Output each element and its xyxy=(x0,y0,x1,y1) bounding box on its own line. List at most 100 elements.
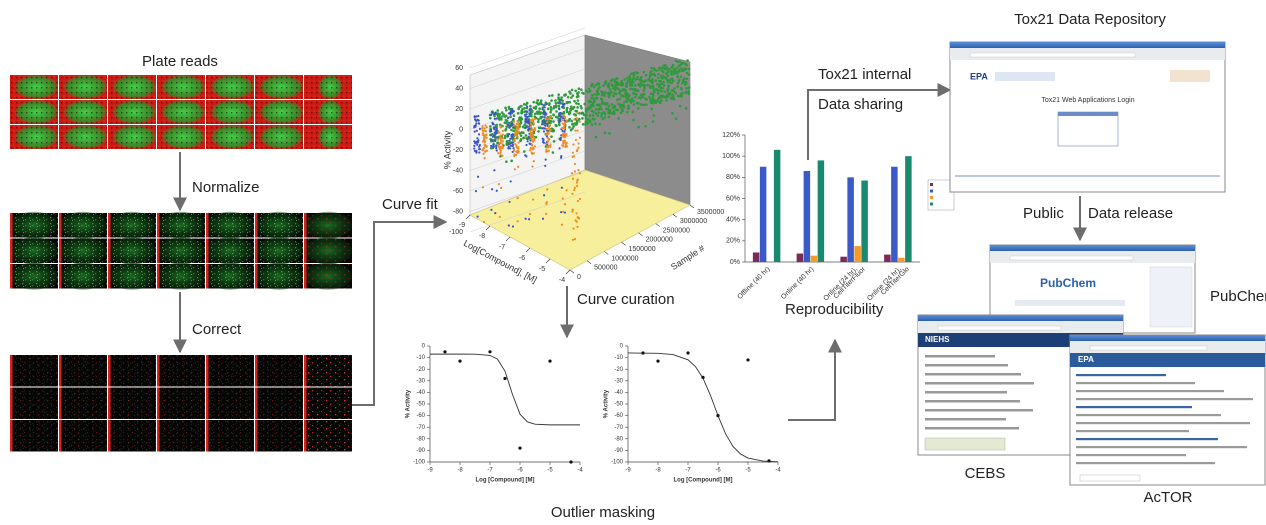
cloud-dot xyxy=(473,149,477,153)
cloud-dot xyxy=(534,105,538,108)
tick-mark xyxy=(565,269,571,275)
plate-texture xyxy=(10,238,58,263)
z-tick-label: 1000000 xyxy=(611,255,638,262)
text-line xyxy=(925,400,1020,403)
cloud-dot xyxy=(528,120,531,123)
cloud-dot xyxy=(558,101,561,104)
cloud-dot xyxy=(667,79,670,83)
cloud-dot xyxy=(652,67,656,70)
bar xyxy=(759,166,767,262)
cloud-dot xyxy=(557,93,560,96)
cloud-dot xyxy=(482,132,485,136)
plate-edge xyxy=(59,420,62,452)
cloud-dot xyxy=(654,99,657,103)
y-tick-label: -80 xyxy=(453,208,463,215)
cloud-dot xyxy=(565,119,568,122)
plate-texture xyxy=(108,264,156,289)
cloud-dot xyxy=(505,125,508,129)
reproducibility-chart: 0% 20% 40% 60% 80% 100% 120% Offline (40 hr) Onl… xyxy=(722,132,955,302)
cloud-dot xyxy=(555,110,558,113)
cloud-dot xyxy=(565,189,568,192)
plate-texture xyxy=(157,387,205,419)
cloud-dot xyxy=(541,217,545,220)
cloud-dot xyxy=(482,220,486,224)
cloud-dot xyxy=(568,90,571,93)
plate-edge xyxy=(59,355,62,387)
bar xyxy=(861,180,868,262)
cloud-dot xyxy=(563,116,567,119)
cloud-dot xyxy=(536,99,540,102)
cloud-dot xyxy=(516,120,519,123)
cloud-dot xyxy=(483,134,486,137)
cloud-dot xyxy=(627,106,631,110)
plate-edge xyxy=(157,387,160,419)
cloud-dot xyxy=(516,197,519,200)
y-tick-label: 60% xyxy=(726,195,740,202)
cloud-dot xyxy=(545,102,549,105)
plate-texture xyxy=(10,264,58,289)
cloud-dot xyxy=(576,112,579,115)
cloud-dot xyxy=(532,106,536,110)
data-point xyxy=(686,351,690,355)
cloud-dot xyxy=(666,74,670,77)
cloud-dot xyxy=(676,85,680,88)
cloud-dot xyxy=(500,111,504,114)
cloud-dot xyxy=(571,123,574,126)
cloud-dot xyxy=(512,110,515,113)
cloud-dot xyxy=(679,67,683,70)
cloud-dot xyxy=(483,127,486,130)
cloud-dot xyxy=(648,95,651,99)
plate-edge xyxy=(157,238,160,263)
cloud-dot xyxy=(505,160,508,164)
cloud-dot xyxy=(543,106,546,109)
cloud-dot xyxy=(596,81,600,85)
cloud-dot xyxy=(552,113,555,116)
cloud-dot xyxy=(501,147,504,150)
cloud-dot xyxy=(573,118,576,121)
cloud-dot xyxy=(629,101,633,104)
cloud-dot xyxy=(674,117,678,120)
plate-edge xyxy=(157,264,160,289)
cloud-dot xyxy=(517,141,520,144)
cloud-dot xyxy=(629,87,632,91)
data-point xyxy=(488,350,492,354)
cloud-dot xyxy=(562,126,565,129)
x-tick-label: -6 xyxy=(517,468,523,474)
cloud-dot xyxy=(577,87,581,90)
cloud-dot xyxy=(476,137,479,140)
plate-edge xyxy=(304,238,307,263)
side-panel xyxy=(1149,266,1193,328)
cloud-dot xyxy=(587,90,590,94)
y-tick-label: -20 xyxy=(614,367,623,373)
cloud-dot xyxy=(508,139,511,142)
cloud-dot xyxy=(641,83,644,87)
cloud-dot xyxy=(531,120,534,123)
cloud-dot xyxy=(523,107,526,110)
curve-plot: 0 -10 -20 -30 -40 -50 -60 -70 -80 -90 -100-9 -8 -7 -6… xyxy=(604,344,782,484)
y-tick-label: -40 xyxy=(614,390,623,396)
cloud-dot xyxy=(654,79,658,82)
cloud-dot xyxy=(564,143,568,146)
cloud-dot xyxy=(560,223,564,226)
plate-texture xyxy=(59,238,107,263)
text-line xyxy=(1076,374,1166,377)
plate-texture xyxy=(59,75,107,99)
cloud-dot xyxy=(644,124,647,128)
cloud-dot xyxy=(564,93,567,96)
cloud-dot xyxy=(650,66,653,70)
plate-texture xyxy=(255,387,303,419)
cloud-dot xyxy=(591,117,595,121)
x-tick-label: -7 xyxy=(499,244,505,251)
cloud-dot xyxy=(525,110,528,113)
cloud-dot xyxy=(539,99,543,102)
cloud-dot xyxy=(509,180,512,183)
z-tick-label: 3500000 xyxy=(697,209,724,216)
cloud-dot xyxy=(513,168,516,171)
cloud-dot xyxy=(577,169,580,172)
cloud-dot xyxy=(473,140,476,143)
plate-edge xyxy=(10,355,13,387)
text-line xyxy=(1076,438,1218,441)
cloud-dot xyxy=(558,120,561,123)
cloud-dot xyxy=(671,94,675,98)
cloud-dot xyxy=(662,80,665,84)
